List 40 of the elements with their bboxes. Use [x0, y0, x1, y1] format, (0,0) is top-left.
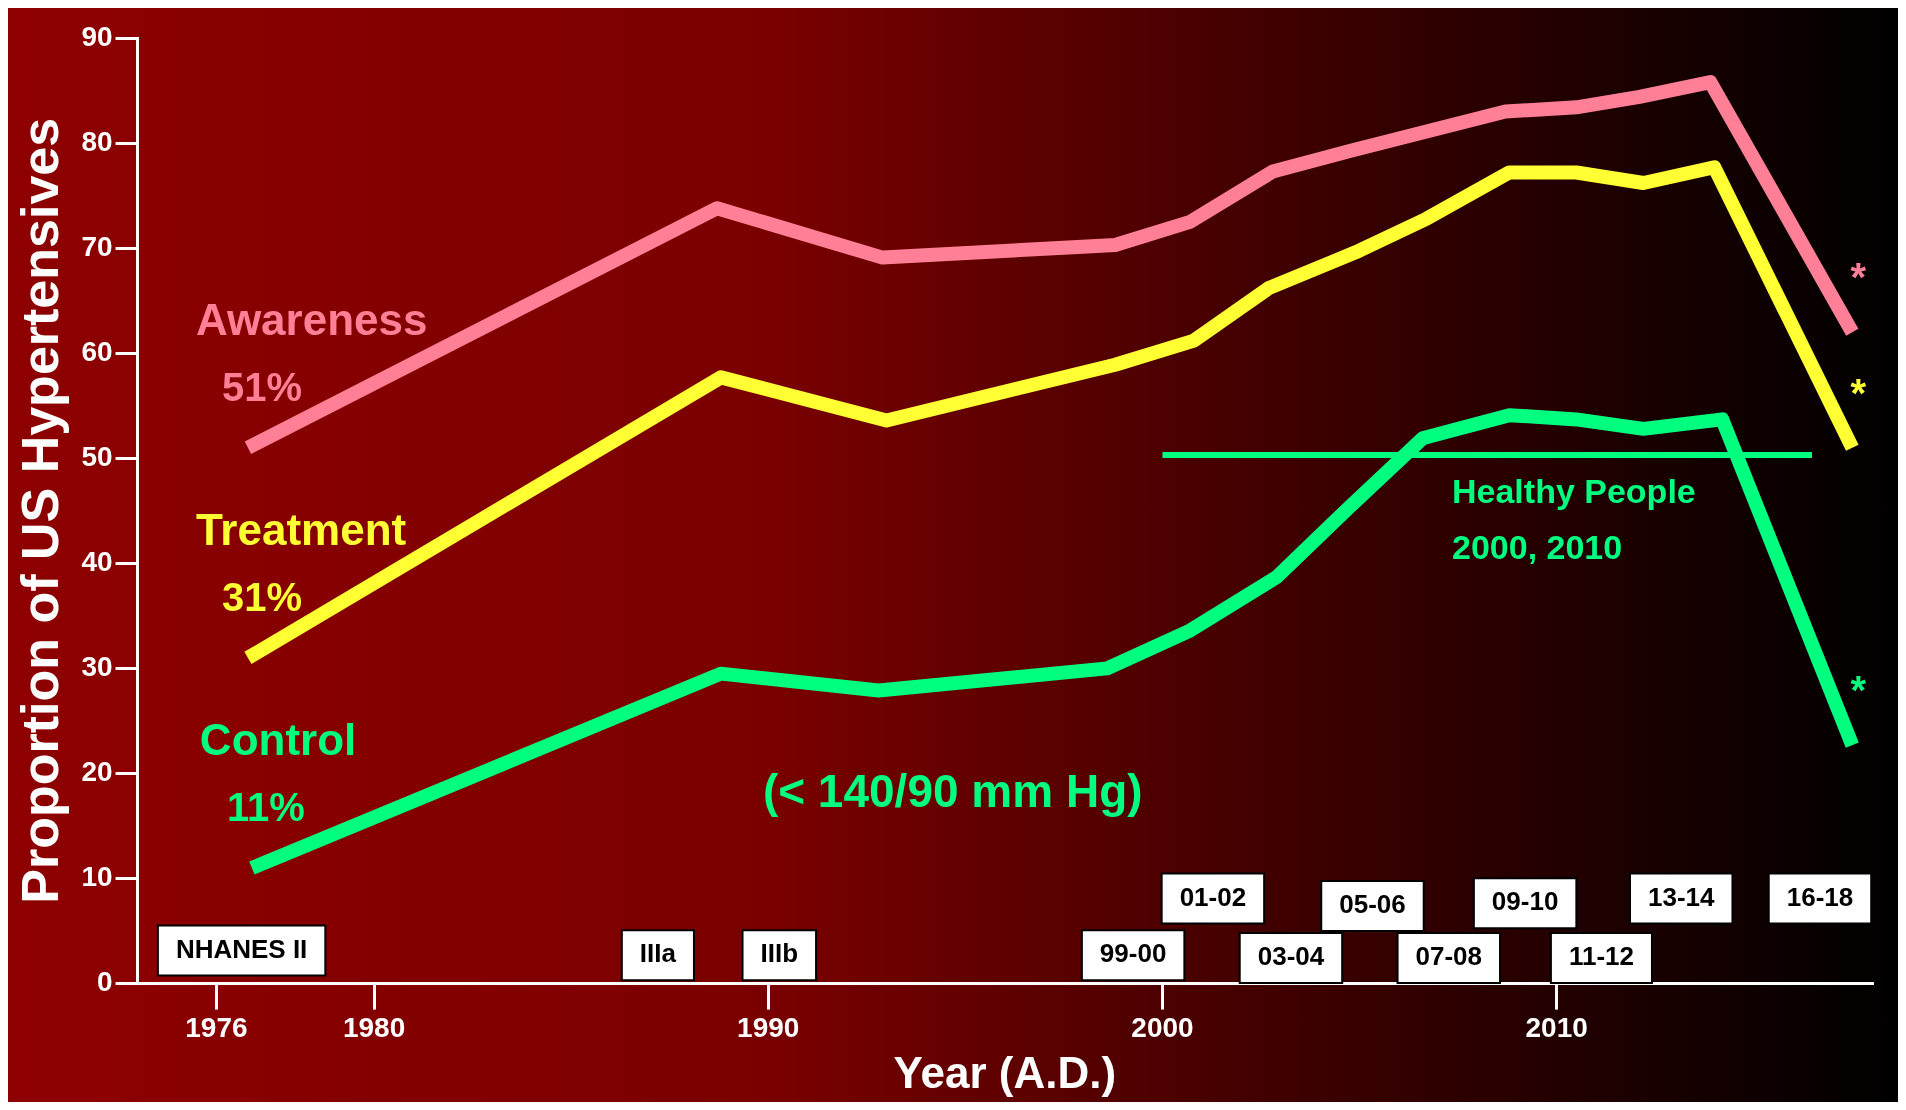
annotation: 09-10 — [1491, 886, 1559, 917]
data-label: 11% — [226, 785, 305, 830]
y-tick-label: 70 — [81, 230, 113, 262]
y-axis-title: Proportion of US Hypertensives — [10, 117, 69, 904]
data-label: * — [1850, 668, 1867, 713]
x-tick-label: 1980 — [342, 1012, 406, 1044]
series-label: Control — [199, 715, 357, 765]
y-tick-label: 90 — [81, 20, 113, 52]
annotation: (< 140/90 mm Hg) — [762, 765, 1143, 818]
annotation: 03-04 — [1257, 941, 1325, 972]
data-label: 31% — [221, 574, 302, 619]
x-axis-title: Year (A.D.) — [893, 1047, 1117, 1097]
y-tick-label: 10 — [81, 861, 113, 893]
data-label: * — [1850, 255, 1867, 300]
annotation: 05-06 — [1339, 889, 1406, 920]
annotation: IIIb — [760, 938, 799, 969]
annotation: NHANES II — [175, 933, 308, 964]
series-label: Awareness — [195, 294, 428, 344]
ref-line-label: Healthy People 2000, 2010 — [1452, 472, 1696, 567]
x-tick-label: 2000 — [1131, 1012, 1194, 1044]
annotation: 01-02 — [1179, 881, 1247, 912]
data-label: 51% — [221, 364, 302, 409]
x-tick-label: 1990 — [737, 1012, 800, 1044]
annotation: IIIa — [639, 938, 677, 969]
annotation: 99-00 — [1099, 938, 1167, 969]
y-tick-label: 0 — [96, 966, 113, 998]
y-tick-label: 80 — [81, 125, 113, 157]
x-tick-label: 2010 — [1525, 1012, 1588, 1044]
series-label: Treatment — [195, 505, 407, 555]
annotation: 13-14 — [1647, 881, 1715, 912]
data-label: * — [1850, 370, 1867, 415]
annotation: 11-12 — [1568, 941, 1634, 972]
y-tick-label: 30 — [81, 651, 113, 683]
y-tick-label: 20 — [81, 756, 113, 788]
y-tick-label: 40 — [81, 546, 113, 578]
annotation: 07-08 — [1415, 941, 1483, 972]
annotation: 16-18 — [1786, 881, 1854, 912]
y-tick-label: 60 — [81, 335, 113, 367]
x-tick-label: 1976 — [185, 1012, 248, 1044]
y-tick-label: 50 — [81, 440, 113, 472]
